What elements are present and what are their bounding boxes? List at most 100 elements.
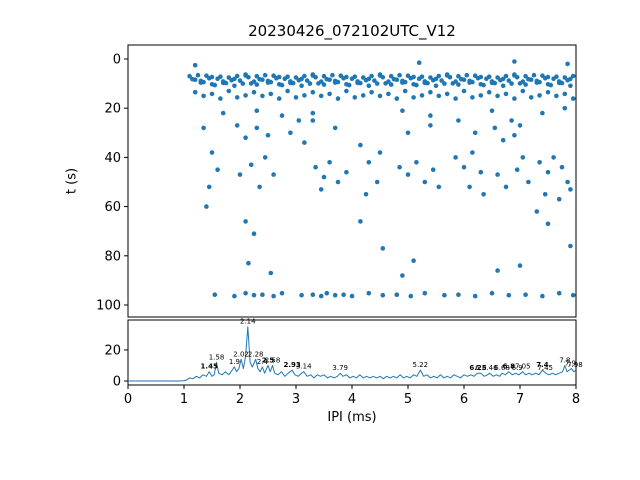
x-tick-label: 4 <box>348 392 356 407</box>
scatter-point <box>358 219 363 224</box>
scatter-point <box>503 91 509 97</box>
scatter-point <box>568 243 573 249</box>
scatter-point <box>251 89 257 95</box>
x-tick-label: 7 <box>516 392 524 407</box>
scatter-point <box>548 82 554 88</box>
peak-annotation: 5.22 <box>413 361 429 369</box>
scatter-point <box>327 91 332 97</box>
scatter-point <box>542 192 548 197</box>
scatter-point <box>506 292 512 298</box>
scatter-point <box>237 172 243 177</box>
scatter-point <box>570 96 576 101</box>
scatter-point <box>237 78 243 83</box>
scatter-point <box>299 83 304 89</box>
scatter-point <box>369 89 374 95</box>
scatter-point <box>562 105 568 111</box>
scatter-point <box>386 79 391 84</box>
scatter-point <box>234 123 240 128</box>
scatter-point <box>374 81 380 86</box>
scatter-point <box>195 72 201 78</box>
scatter-point <box>512 73 517 78</box>
scatter-point <box>293 95 299 100</box>
peak-annotation: 7.8 <box>559 357 570 365</box>
scatter-point <box>422 290 428 296</box>
scatter-point <box>453 79 458 84</box>
peak-annotation: 1.9 <box>229 358 240 366</box>
scatter-point <box>534 209 540 214</box>
scatter-point <box>307 81 313 86</box>
scatter-point <box>318 293 324 299</box>
scatter-point <box>344 169 349 175</box>
scatter-point <box>330 72 335 78</box>
scatter-point <box>288 80 293 86</box>
scatter-point <box>400 108 405 113</box>
scatter-point <box>377 73 383 78</box>
scatter-point <box>472 293 478 299</box>
line-axes-box <box>127 319 577 386</box>
chart-title: 20230426_072102UTC_V12 <box>248 22 456 40</box>
scatter-point <box>470 150 475 155</box>
scatter-point <box>397 164 402 170</box>
scatter-point <box>456 73 461 79</box>
scatter-point <box>358 142 363 148</box>
scatter-point <box>570 292 576 298</box>
scatter-point <box>344 88 349 94</box>
scatter-point <box>528 95 534 100</box>
scatter-point <box>419 93 425 98</box>
ipi-line <box>128 326 577 382</box>
peak-annotation: 2.02 <box>233 350 249 358</box>
peak-annotation: 6.46 <box>482 364 498 372</box>
scatter-point <box>500 83 506 89</box>
scatter-point <box>201 93 206 99</box>
scatter-point <box>299 292 304 298</box>
scatter-point <box>478 169 484 175</box>
scatter-point <box>243 93 248 98</box>
scatter-point <box>302 73 307 79</box>
scatter-point <box>405 172 411 177</box>
scatter-point <box>489 80 495 86</box>
scatter-point <box>400 273 405 278</box>
scatter-point <box>232 83 237 89</box>
scatter-point <box>335 179 341 185</box>
y-tick-label: 60 <box>104 200 121 215</box>
scatter-point <box>470 95 475 100</box>
scatter-point <box>304 78 310 83</box>
scatter-point <box>271 172 276 177</box>
scatter-point <box>386 91 391 97</box>
scatter-point <box>461 164 467 170</box>
scatter-point <box>201 125 206 131</box>
scatter-point <box>568 76 573 82</box>
scatter-point <box>366 290 372 296</box>
scatter-point <box>360 93 366 98</box>
scatter-point <box>246 260 251 266</box>
scatter-point <box>400 78 405 84</box>
scatter-point <box>366 76 372 82</box>
scatter-point <box>190 76 195 82</box>
scatter-point <box>302 140 307 145</box>
scatter-point <box>321 73 327 79</box>
scatter-point <box>254 108 260 113</box>
scatter-point <box>456 118 461 123</box>
scatter-point <box>262 72 268 78</box>
scatter-point <box>430 167 436 172</box>
peak-annotation: 2.58 <box>265 357 281 365</box>
scatter-point <box>439 78 444 83</box>
peak-annotation: 2.93 <box>283 361 300 369</box>
scatter-point <box>302 93 307 98</box>
scatter-point <box>411 74 416 80</box>
scatter-point <box>310 118 316 123</box>
scatter-point <box>285 74 290 79</box>
scatter-point <box>562 91 568 97</box>
scatter-point <box>495 93 500 99</box>
scatter-point <box>240 81 246 86</box>
scatter-point <box>428 89 433 95</box>
scatter-point <box>251 231 257 236</box>
scatter-point <box>394 292 400 298</box>
scatter-point <box>220 110 226 116</box>
scatter-point <box>428 113 433 118</box>
scatter-point <box>540 110 545 116</box>
scatter-point <box>318 79 324 84</box>
scatter-point <box>232 76 237 82</box>
scatter-point <box>366 160 372 165</box>
